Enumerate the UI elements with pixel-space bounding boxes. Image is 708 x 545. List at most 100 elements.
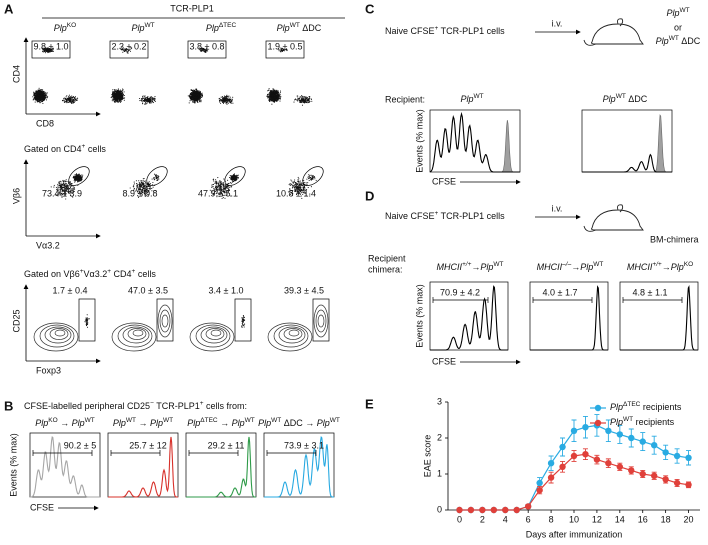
- event-dot: [76, 98, 78, 100]
- event-dot: [114, 90, 116, 93]
- event-dot: [148, 102, 151, 104]
- event-dot: [138, 181, 140, 183]
- event-dot: [46, 92, 48, 95]
- event-dot: [308, 101, 310, 104]
- event-dot: [120, 101, 122, 103]
- mouse-icon: [583, 18, 644, 46]
- event-dot: [311, 100, 313, 102]
- event-dot: [45, 99, 48, 101]
- event-dot: [70, 186, 72, 188]
- event-dot: [305, 102, 308, 104]
- event-dot: [34, 98, 37, 100]
- event-dot: [154, 100, 156, 102]
- event-dot: [138, 180, 140, 182]
- event-dot: [45, 96, 47, 98]
- event-dot: [268, 92, 271, 94]
- event-dot: [40, 101, 43, 103]
- event-dot: [310, 98, 312, 100]
- event-dot: [112, 96, 114, 98]
- event-dot: [140, 185, 142, 187]
- event-dot: [122, 94, 124, 97]
- event-dot: [211, 184, 213, 186]
- event-dot: [65, 198, 67, 200]
- event-dot: [66, 95, 68, 97]
- event-dot: [38, 99, 40, 101]
- event-dot: [38, 90, 40, 92]
- text-part: Plp: [131, 23, 144, 33]
- event-dot: [68, 101, 70, 103]
- event-dot: [272, 88, 274, 90]
- event-dot: [36, 101, 38, 103]
- event-dot: [218, 99, 221, 102]
- event-dot: [59, 184, 62, 186]
- event-dot: [301, 98, 303, 100]
- event-dot: [111, 94, 113, 96]
- gate-caption: Gated on CD4+ cells: [24, 143, 106, 154]
- event-dot: [230, 177, 232, 180]
- event-dot: [227, 102, 229, 104]
- event-dot: [189, 100, 191, 102]
- event-dot: [42, 49, 44, 51]
- event-dot: [143, 100, 145, 102]
- event-dot: [157, 175, 159, 177]
- event-dot: [219, 180, 221, 182]
- event-dot: [301, 104, 304, 106]
- event-dot: [187, 95, 189, 97]
- event-dot: [116, 92, 118, 94]
- gate-value: 73.4 ± 3.9: [42, 188, 82, 198]
- x-axis-label: CD8: [36, 118, 54, 128]
- event-dot: [60, 186, 62, 188]
- event-dot: [72, 99, 74, 101]
- event-dot: [69, 97, 71, 99]
- event-dot: [77, 178, 79, 180]
- event-dot: [196, 98, 198, 100]
- text-part: Plp: [206, 23, 219, 33]
- event-dot: [189, 96, 191, 99]
- text-part: Plp: [277, 23, 290, 33]
- event-dot: [229, 96, 231, 98]
- event-dot: [65, 96, 67, 98]
- event-dot: [78, 173, 80, 175]
- event-dot: [48, 48, 50, 50]
- event-dot: [43, 94, 45, 96]
- event-dot: [199, 90, 201, 92]
- event-dot: [199, 97, 201, 100]
- event-dot: [80, 174, 82, 176]
- event-dot: [47, 50, 49, 52]
- event-dot: [141, 100, 143, 103]
- event-dot: [147, 98, 149, 100]
- event-dot: [39, 95, 41, 97]
- event-dot: [188, 102, 190, 104]
- event-dot: [232, 102, 234, 104]
- event-dot: [267, 94, 269, 96]
- event-dot: [215, 179, 217, 181]
- event-dot: [196, 94, 199, 96]
- event-dot: [268, 99, 270, 101]
- event-dot: [77, 97, 79, 99]
- event-dot: [53, 184, 55, 186]
- event-dot: [235, 179, 237, 181]
- event-dot: [66, 184, 68, 186]
- event-dot: [121, 91, 123, 93]
- event-dot: [142, 102, 144, 104]
- event-dot: [270, 96, 272, 98]
- event-dot: [226, 185, 228, 187]
- event-dot: [71, 101, 73, 103]
- event-dot: [122, 92, 124, 94]
- event-dot: [232, 96, 234, 98]
- event-dot: [61, 184, 63, 186]
- event-dot: [308, 97, 311, 99]
- event-dot: [308, 100, 310, 102]
- event-dot: [220, 102, 222, 104]
- event-dot: [143, 177, 145, 180]
- event-dot: [144, 183, 146, 185]
- event-dot: [229, 100, 231, 102]
- event-dot: [35, 99, 37, 101]
- event-dot: [68, 100, 71, 102]
- event-dot: [276, 100, 278, 102]
- event-dot: [226, 186, 228, 188]
- event-dot: [45, 94, 47, 96]
- event-dot: [124, 97, 126, 99]
- event-dot: [113, 100, 115, 102]
- dot-plot: [266, 47, 313, 106]
